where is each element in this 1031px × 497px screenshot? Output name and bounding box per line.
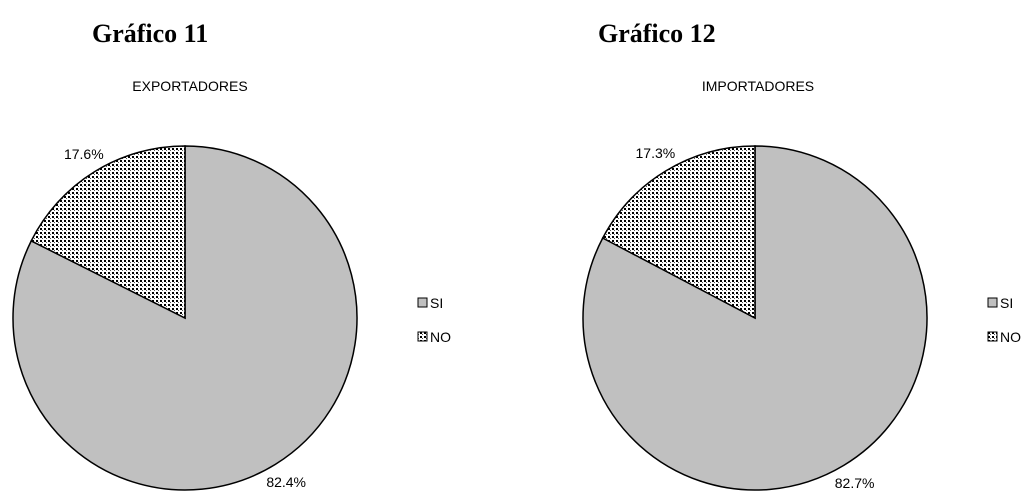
legend-swatch [417,297,428,308]
legend-swatch [417,331,428,342]
value-label: 82.7% [835,475,875,491]
pie-slice [601,145,756,320]
legend-label: NO [1000,329,1021,345]
chart-heading: Gráfico 12 [598,19,716,48]
chart-heading: Gráfico 11 [92,19,208,48]
legend-label: NO [430,329,451,345]
legend-label: SI [430,295,443,311]
pie-slice [30,145,186,320]
chart-title: EXPORTADORES [132,78,247,94]
value-label: 17.3% [636,145,676,161]
legend-swatch [987,331,998,342]
value-label: 82.4% [266,474,306,490]
legend-label: SI [1000,295,1013,311]
value-label: 17.6% [64,146,104,162]
legend-swatch [987,297,998,308]
chart-title: IMPORTADORES [702,78,814,94]
